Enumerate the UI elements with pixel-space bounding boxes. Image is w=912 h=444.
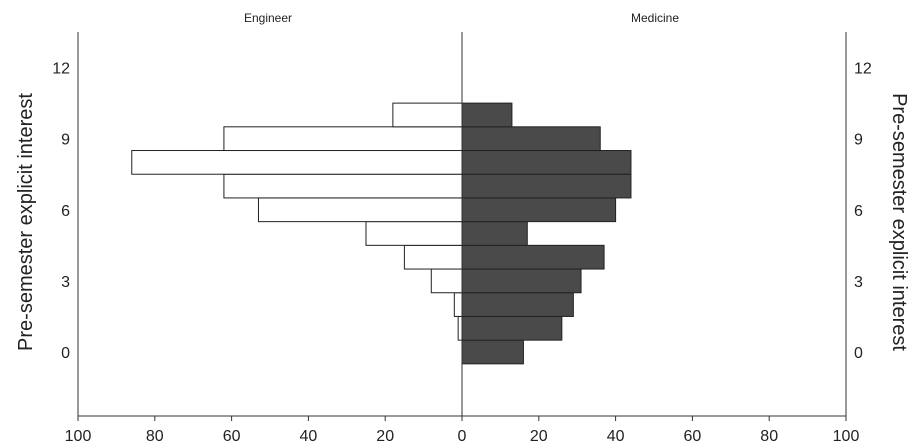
bar-right-10 (461, 102, 513, 128)
bar-left-8 (131, 150, 463, 175)
ticks-group: 0 0 3 3 6 6 9 9 12 12 100 80 60 40 20 0 20 40 60 80 100 (52, 61, 872, 444)
bar-left-10 (392, 102, 463, 128)
x-tick-label-7: 40 (607, 428, 625, 444)
bar-right-6 (461, 197, 617, 223)
bar-left-2 (453, 292, 463, 317)
bar-right-8 (461, 150, 632, 175)
bar-right-7 (461, 173, 632, 199)
y-axis-title-left: Pre-semester explicit interest (15, 93, 37, 351)
left-panel-title: Engineer (244, 11, 292, 25)
x-tick-label-1: 80 (146, 428, 164, 444)
y-axis-title-right: Pre-semester explicit interest (888, 93, 910, 351)
x-tick-label-6: 20 (530, 428, 548, 444)
bar-right-2 (461, 292, 574, 317)
bars-group (131, 102, 632, 365)
bar-left-6 (257, 197, 463, 223)
y-tick-label-right-6: 6 (854, 203, 863, 220)
y-tick-label-right-0: 0 (854, 345, 863, 362)
bar-right-5 (461, 221, 528, 246)
y-tick-label-left-6: 6 (61, 203, 70, 220)
bar-right-3 (461, 268, 582, 294)
bar-right-0 (461, 339, 524, 365)
right-panel-title: Medicine (631, 11, 679, 25)
y-tick-label-left-3: 3 (61, 274, 70, 291)
x-tick-label-10: 100 (833, 428, 860, 444)
x-tick-label-3: 40 (300, 428, 318, 444)
bar-left-3 (430, 268, 463, 294)
bar-right-1 (461, 315, 563, 341)
bar-left-9 (223, 126, 463, 152)
x-tick-label-8: 60 (684, 428, 702, 444)
y-tick-label-left-12: 12 (52, 61, 70, 78)
bar-left-1 (457, 315, 463, 341)
x-tick-label-0: 100 (65, 428, 92, 444)
x-tick-label-4: 20 (376, 428, 394, 444)
bar-right-4 (461, 244, 605, 270)
x-tick-label-2: 60 (223, 428, 241, 444)
bar-left-4 (403, 244, 463, 270)
y-tick-label-right-3: 3 (854, 274, 863, 291)
y-tick-label-right-9: 9 (854, 132, 863, 149)
y-tick-label-right-12: 12 (854, 61, 872, 78)
y-tick-label-left-0: 0 (61, 345, 70, 362)
x-tick-label-9: 80 (760, 428, 778, 444)
bar-right-9 (461, 126, 601, 152)
bar-left-7 (223, 173, 463, 199)
x-tick-label-5: 0 (458, 428, 467, 444)
y-tick-label-left-9: 9 (61, 132, 70, 149)
bar-left-5 (365, 221, 463, 246)
